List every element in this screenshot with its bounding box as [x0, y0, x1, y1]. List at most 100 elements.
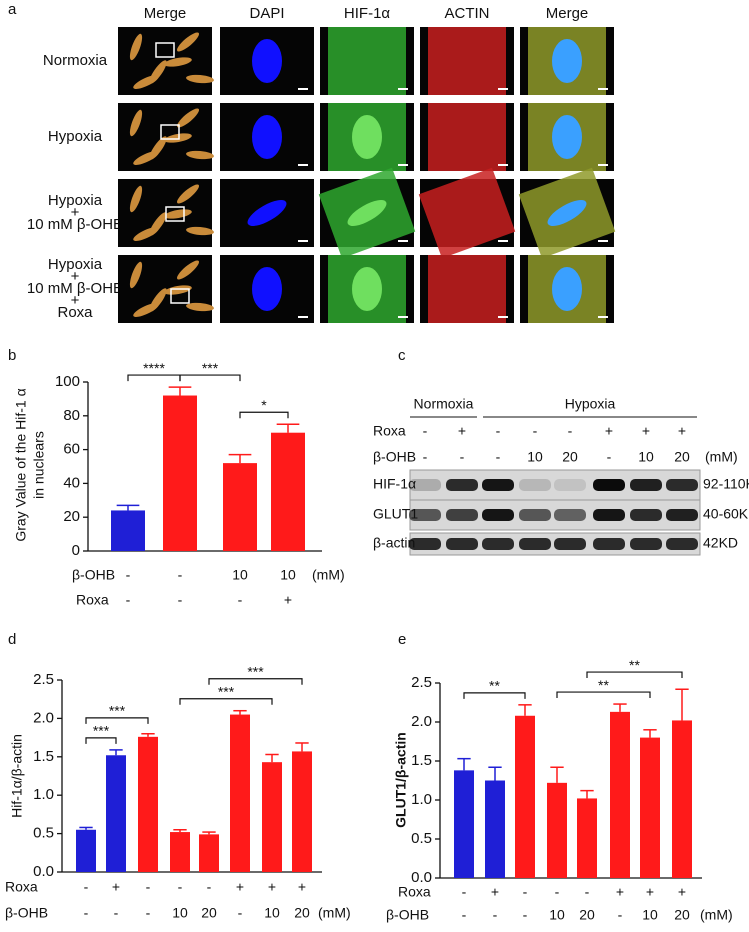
bar [610, 711, 630, 878]
y-tick-label: 0.0 [33, 863, 54, 880]
condition-value: - [207, 879, 212, 895]
nucleus [247, 200, 287, 226]
band [593, 538, 625, 550]
nucleus [252, 39, 282, 83]
y-tick-label: 80 [63, 407, 80, 424]
cell [186, 74, 214, 84]
y-tick-label: 2.0 [411, 713, 432, 730]
cell [176, 32, 200, 52]
y-axis-label: Gray Value of the Hif-1 α [13, 388, 29, 541]
cell [428, 255, 506, 323]
band-label: GLUT1 [373, 506, 418, 522]
condition-value: 10 [549, 907, 565, 923]
condition-value: - [462, 907, 467, 923]
condition-label: β-OHB [386, 907, 429, 923]
condition-value: - [238, 905, 243, 921]
bar [271, 432, 305, 551]
column-header: ACTIN [445, 5, 490, 22]
significance-bracket [586, 671, 683, 679]
band [666, 538, 698, 550]
condition-label: Roxa [5, 879, 38, 895]
treatment-value: - [460, 449, 465, 465]
cell [176, 108, 200, 128]
treatment-value: + [642, 423, 650, 439]
condition-value: - [178, 879, 183, 895]
bar [485, 780, 505, 878]
condition-value: - [178, 592, 183, 608]
y-tick-label: 0.0 [411, 869, 432, 886]
nucleus [347, 200, 387, 226]
condition-value: + [646, 884, 654, 900]
band [519, 538, 551, 550]
condition-value: - [523, 884, 528, 900]
bar [170, 832, 190, 872]
zoom-box [165, 206, 185, 222]
panel-label: d [8, 631, 16, 648]
band [482, 479, 514, 491]
row-label: Hypoxia [48, 192, 103, 209]
y-tick-label: 2.0 [33, 709, 54, 726]
band [409, 479, 441, 491]
cell [129, 109, 143, 137]
bar [111, 510, 145, 551]
nucleus [547, 200, 587, 226]
significance-label: ** [629, 657, 640, 673]
bar [76, 829, 96, 872]
band [554, 538, 586, 550]
panel-label: e [398, 631, 406, 648]
y-tick-label: 60 [63, 441, 80, 458]
significance-bracket [85, 717, 149, 724]
band [519, 479, 551, 491]
row-label: 10 mM β-OHB [27, 216, 123, 233]
condition-value: + [491, 884, 499, 900]
band [593, 509, 625, 521]
significance-label: *** [109, 703, 126, 719]
significance-label: *** [202, 360, 219, 376]
row-label: Hypoxia [48, 128, 103, 145]
band [666, 509, 698, 521]
bar [292, 751, 312, 872]
treatment-value: - [496, 423, 501, 439]
bar [515, 715, 535, 878]
band [482, 538, 514, 550]
cell [164, 209, 192, 219]
cell [164, 57, 192, 67]
bar [547, 782, 567, 878]
group-label: Hypoxia [565, 396, 616, 412]
condition-label: Roxa [76, 592, 109, 608]
band [554, 509, 586, 521]
condition-value: 10 [642, 907, 658, 923]
row-label: 10 mM β-OHB [27, 280, 123, 297]
unit: (mM) [705, 449, 738, 465]
condition-value: 10 [264, 905, 280, 921]
column-header: Merge [144, 5, 187, 22]
nucleus [352, 267, 382, 311]
panel-label: a [8, 1, 17, 18]
treatment-value: + [458, 423, 466, 439]
y-tick-label: 1.0 [411, 791, 432, 808]
y-axis-label: in nuclears [31, 431, 47, 499]
condition-label: β-OHB [72, 567, 115, 583]
unit: (mM) [312, 567, 345, 583]
bar [199, 834, 219, 872]
cell [176, 260, 200, 280]
band [446, 538, 478, 550]
condition-value: 20 [674, 907, 690, 923]
bar [672, 720, 692, 878]
treatment-value: - [568, 423, 573, 439]
condition-value: - [84, 905, 89, 921]
band-label: HIF-1α [373, 476, 416, 492]
y-tick-label: 0 [72, 542, 80, 559]
condition-value: + [678, 884, 686, 900]
treatment-value: - [607, 449, 612, 465]
bar [106, 755, 126, 872]
treatment-value: - [423, 423, 428, 439]
condition-value: - [178, 567, 183, 583]
column-header: Merge [546, 5, 589, 22]
cell [428, 103, 506, 171]
bar [223, 463, 257, 551]
bar [262, 762, 282, 872]
condition-value: - [114, 905, 119, 921]
band-size: 40-60KD [703, 506, 749, 522]
y-tick-label: 100 [55, 373, 80, 390]
